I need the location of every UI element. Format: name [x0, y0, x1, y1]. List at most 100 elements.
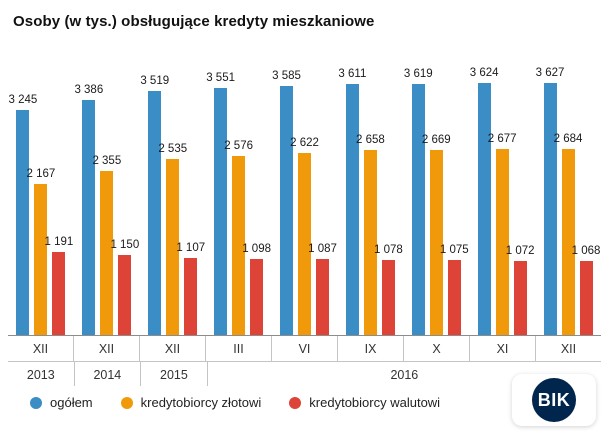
bar-value-label: 2 576: [224, 140, 253, 152]
x-axis-year-label: 2015: [141, 362, 208, 386]
bar: [381, 260, 395, 335]
bar: [298, 153, 311, 335]
bar-slot: 2 355: [92, 50, 121, 335]
bar-value-label: 1 098: [242, 243, 271, 255]
bar-value-label: 3 551: [206, 72, 235, 84]
bar: [34, 184, 48, 335]
x-axis-month-label: XII: [140, 336, 206, 361]
bar: [411, 84, 425, 335]
x-axis-month-label: XII: [8, 336, 74, 361]
x-axis-year-label: 2014: [75, 362, 142, 386]
bar-group: 3 624 2 677 1 072: [469, 50, 535, 335]
legend-item: ogółem: [30, 395, 93, 410]
bik-logo-circle: BIK: [532, 378, 576, 422]
bar-slot: 1 191: [45, 50, 73, 335]
bar-group: 3 619 2 669 1 075: [403, 50, 469, 335]
bar-group: 3 611 2 658 1 078: [337, 50, 403, 335]
bar-slot: 3 585: [272, 50, 301, 335]
bar-slot: 1 087: [308, 50, 337, 335]
bar: [429, 150, 443, 335]
bar-slot: 1 107: [176, 50, 205, 335]
bik-logo-text: BIK: [537, 389, 571, 410]
x-axis-month-label: VI: [272, 336, 338, 361]
bar-value-label: 3 245: [8, 94, 38, 106]
bar-value-label: 1 107: [176, 242, 206, 254]
bar-slot: 3 619: [404, 50, 433, 335]
bar-value-label: 2 535: [158, 143, 188, 155]
bar-slot: 2 535: [158, 50, 187, 335]
legend-dot-icon: [30, 396, 42, 409]
x-axis-year-label: 2016: [390, 368, 419, 382]
bar-value-label: 2 167: [26, 168, 56, 180]
bar-group: 3 386 2 355 1 150: [74, 50, 140, 335]
bar-value-label: 1 150: [110, 239, 140, 251]
bar-slot: 1 075: [440, 50, 469, 335]
bar-value-label: 2 677: [487, 133, 517, 145]
bar-slot: 2 684: [554, 50, 582, 335]
bar-slot: 2 677: [488, 50, 517, 335]
bar-group: 3 551 2 576 1 098: [206, 50, 272, 335]
bar-slot: 1 078: [374, 50, 403, 335]
bar-slot: 1 098: [242, 50, 271, 335]
bar-value-label: 2 669: [421, 134, 451, 146]
bar-group: 3 585 2 622 1 087: [272, 50, 338, 335]
bar-value-label: 2 658: [356, 134, 385, 146]
chart-title: Osoby (w tys.) obsługujące kredyty miesz…: [13, 13, 375, 30]
bar-slot: 3 386: [74, 50, 103, 335]
bar-value-label: 1 072: [505, 245, 535, 257]
bar-slot: 1 068: [572, 50, 600, 335]
bar-slot: 1 072: [506, 50, 535, 335]
bar-slot: 3 245: [9, 50, 37, 335]
bik-logo: BIK: [512, 374, 596, 426]
bar-value-label: 3 624: [469, 67, 499, 79]
x-axis-month-label: III: [206, 336, 272, 361]
bar: [477, 83, 491, 335]
x-axis-month-label: XII: [560, 342, 577, 356]
legend-dot-icon: [120, 396, 133, 409]
legend-item: kredytobiorcy walutowi: [289, 395, 440, 410]
x-axis-year-row: 2013 2014 2015 2016: [8, 362, 601, 386]
x-axis-month-row: XII XII XII III VI IX X XI XII: [8, 336, 601, 362]
x-axis-month-label: X: [404, 336, 470, 361]
x-axis-month-label: IX: [338, 336, 404, 361]
bar-value-label: 2 355: [92, 155, 122, 167]
bar: [495, 149, 509, 335]
bar: [82, 100, 96, 335]
x-axis-year-label: 2013: [8, 362, 75, 386]
bar-value-label: 3 585: [272, 70, 301, 82]
bar-slot: 2 167: [27, 50, 55, 335]
bar-group: 3 245 2 167 1 191: [8, 50, 74, 335]
bar: [561, 149, 575, 335]
bar: [363, 150, 377, 335]
x-axis-month-label: XI: [470, 336, 536, 361]
bar: [232, 156, 246, 335]
legend: ogółem kredytobiorcy złotowi kredytobiorcy…: [30, 395, 609, 410]
bar-value-label: 1 191: [44, 236, 74, 248]
legend-label: kredytobiorcy złotowi: [140, 395, 262, 410]
bar: [513, 261, 527, 335]
bar-slot: 3 624: [470, 50, 499, 335]
bar: [579, 261, 593, 335]
bar: [543, 83, 557, 335]
bar-slot: 2 658: [356, 50, 385, 335]
bar: [250, 259, 264, 335]
x-axis: XII XII XII III VI IX X XI XII 2013 2014 2015 2016: [8, 335, 601, 386]
legend-item: kredytobiorcy złotowi: [120, 395, 262, 410]
bar-slot: 3 519: [140, 50, 169, 335]
bar-value-label: 3 619: [403, 68, 433, 80]
legend-dot-icon: [289, 396, 302, 409]
bar-value-label: 1 087: [308, 243, 337, 255]
bar: [316, 259, 329, 335]
legend-label: ogółem: [50, 395, 93, 410]
bar-slot: 3 627: [536, 50, 564, 335]
bar-value-label: 1 068: [571, 245, 601, 257]
bar: [148, 91, 162, 335]
bar-slot: 3 611: [338, 50, 366, 335]
bar-slot: 2 576: [224, 50, 253, 335]
bar-value-label: 1 078: [374, 244, 403, 256]
x-axis-month-label: XII: [74, 336, 140, 361]
bar-value-label: 3 611: [338, 68, 367, 80]
bar-value-label: 3 386: [74, 84, 104, 96]
bar: [447, 260, 461, 335]
